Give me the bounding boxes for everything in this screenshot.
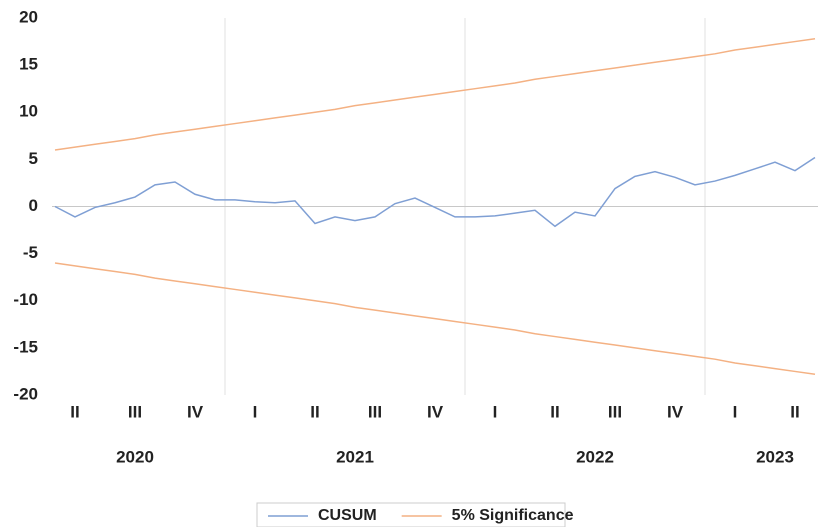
- x-tick-label: II: [790, 402, 799, 421]
- x-tick-label: III: [368, 402, 382, 421]
- x-tick-label: III: [128, 402, 142, 421]
- x-tick-label: IV: [427, 402, 444, 421]
- x-tick-label: IV: [667, 402, 684, 421]
- x-tick-label: I: [493, 402, 498, 421]
- series-line: [54, 37, 816, 151]
- x-tick-label: I: [733, 402, 738, 421]
- y-tick-label: -20: [13, 384, 38, 403]
- year-label: 2021: [336, 447, 374, 466]
- year-label: 2023: [756, 447, 794, 466]
- legend-label: CUSUM: [318, 507, 377, 524]
- y-tick-label: 10: [19, 102, 38, 121]
- x-tick-label: II: [70, 402, 79, 421]
- y-tick-label: -5: [23, 243, 38, 262]
- y-tick-label: 20: [19, 7, 38, 26]
- year-label: 2020: [116, 447, 154, 466]
- series-line: [54, 262, 816, 376]
- year-label: 2022: [576, 447, 614, 466]
- y-tick-label: -10: [13, 290, 38, 309]
- x-tick-label: IV: [187, 402, 204, 421]
- y-tick-label: 0: [29, 196, 38, 215]
- y-tick-label: -15: [13, 337, 38, 356]
- y-tick-label: 15: [19, 55, 38, 74]
- x-tick-label: I: [253, 402, 258, 421]
- legend-label: 5% Significance: [452, 507, 574, 524]
- x-tick-label: II: [550, 402, 559, 421]
- series-line: [54, 156, 816, 228]
- x-tick-label: II: [310, 402, 319, 421]
- x-tick-label: III: [608, 402, 622, 421]
- y-tick-label: 5: [29, 149, 38, 168]
